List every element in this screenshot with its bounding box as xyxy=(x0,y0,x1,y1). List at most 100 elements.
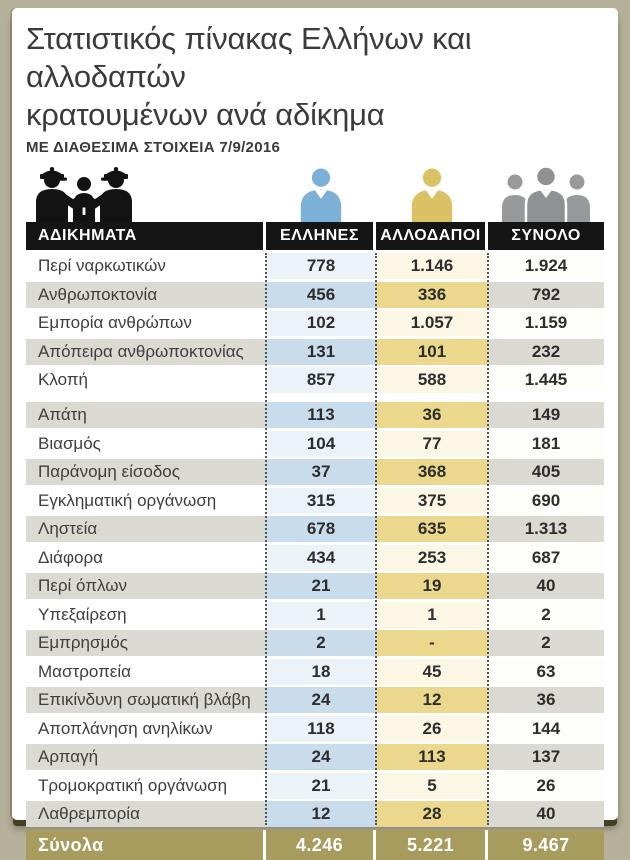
table-row: Κλοπή 857 588 1.445 xyxy=(26,367,604,393)
greeks-value: 315 xyxy=(266,487,376,514)
crime-label: Υπεξαίρεση xyxy=(38,604,127,624)
header-total: ΣΥΝΟΛΟ xyxy=(488,222,604,250)
totals-foreigners: 5.221 xyxy=(376,829,488,860)
table-row: Εμπρησμός 2 - 2 xyxy=(26,630,604,656)
column-divider xyxy=(487,253,489,825)
greeks-value: 24 xyxy=(266,744,376,770)
foreigners-value: 1.057 xyxy=(376,310,488,336)
crime-label: Αποπλάνηση ανηλίκων xyxy=(38,718,213,738)
foreigners-value: 26 xyxy=(376,715,488,742)
foreigners-value: 635 xyxy=(376,516,488,542)
totals-total: 9.467 xyxy=(488,829,604,860)
foreigners-value: 588 xyxy=(376,367,488,393)
infographic-panel: Στατιστικός πίνακας Ελλήνων και αλλοδαπώ… xyxy=(12,8,618,860)
greeks-value: 118 xyxy=(266,715,376,742)
greeks-value: 24 xyxy=(266,687,376,713)
foreign-person-icon xyxy=(376,166,488,222)
table-header-row: ΑΔΙΚΗΜΑΤΑ ΕΛΛΗΝΕΣ ΑΛΛΟΔΑΠΟΙ ΣΥΝΟΛΟ xyxy=(26,222,604,250)
crime-label: Εμπορία ανθρώπων xyxy=(38,313,192,332)
foreigners-value: 253 xyxy=(376,544,488,571)
greeks-value: 678 xyxy=(266,516,376,542)
table-row: Περί ναρκωτικών 778 1.146 1.924 xyxy=(26,253,604,279)
greeks-value: 857 xyxy=(266,367,376,393)
foreigners-value: 12 xyxy=(376,687,488,713)
foreigners-value: 77 xyxy=(376,430,488,457)
foreigners-value: 19 xyxy=(376,573,488,599)
greeks-value: 37 xyxy=(266,459,376,485)
table-row: Ανθρωποκτονία 456 336 792 xyxy=(26,281,604,308)
total-value: 2 xyxy=(488,630,604,656)
greeks-value: 12 xyxy=(266,801,376,827)
crime-label: Εγκληματική οργάνωση xyxy=(38,490,217,510)
total-value: 137 xyxy=(488,744,604,770)
table-row: Απάτη 113 36 149 xyxy=(26,402,604,428)
total-value: 1.313 xyxy=(488,516,604,542)
foreigners-value: 1.146 xyxy=(376,253,488,279)
crime-label: Εμπρησμός xyxy=(26,630,266,656)
icons-row xyxy=(26,166,604,222)
total-value: 1.159 xyxy=(488,310,604,336)
foreigners-value: 5 xyxy=(376,772,488,799)
crime-label: Ληστεία xyxy=(26,516,266,542)
totals-greeks: 4.246 xyxy=(266,829,376,860)
crime-label: Μαστροπεία xyxy=(38,661,131,681)
crime-label: Απάτη xyxy=(26,402,266,428)
greek-person-icon xyxy=(266,166,376,222)
total-value: 40 xyxy=(488,573,604,599)
table-row: Απόπειρα ανθρωποκτονίας 131 101 232 xyxy=(26,338,604,365)
subtitle: ΜΕ ΔΙΑΘΕΣΙΜΑ ΣΤΟΙΧΕΙΑ 7/9/2016 xyxy=(26,139,281,156)
foreigners-value: 28 xyxy=(376,801,488,827)
greeks-value: 434 xyxy=(266,544,376,571)
total-value: 690 xyxy=(488,487,604,514)
crime-label: Ανθρωποκτονία xyxy=(26,281,266,308)
foreigners-value: 336 xyxy=(376,281,488,308)
table-row: Τρομοκρατική οργάνωση 21 5 26 xyxy=(26,772,604,799)
table-rows: Περί ναρκωτικών 778 1.146 1.924 Ανθρωποκ… xyxy=(26,253,604,827)
total-value: 181 xyxy=(488,430,604,457)
total-value: 144 xyxy=(488,715,604,742)
table-row: Λαθρεμπορία 12 28 40 xyxy=(26,801,604,827)
greeks-value: 21 xyxy=(266,573,376,599)
table-footer-row: Σύνολα 4.246 5.221 9.467 xyxy=(26,829,604,860)
table-row: Εμπορία ανθρώπων 102 1.057 1.159 xyxy=(26,310,604,336)
page-title: Στατιστικός πίνακας Ελλήνων και αλλοδαπώ… xyxy=(26,20,604,134)
column-divider xyxy=(265,253,267,825)
police-arrest-icon xyxy=(26,166,266,222)
foreigners-value: 45 xyxy=(376,658,488,685)
total-value: 36 xyxy=(488,687,604,713)
table-row: Ληστεία 678 635 1.313 xyxy=(26,516,604,542)
totals-label: Σύνολα xyxy=(26,829,266,860)
greeks-value: 102 xyxy=(266,310,376,336)
greeks-value: 131 xyxy=(266,338,376,365)
total-value: 149 xyxy=(488,402,604,428)
total-value: 792 xyxy=(488,281,604,308)
crime-label: Τρομοκρατική οργάνωση xyxy=(38,775,228,795)
header-greeks: ΕΛΛΗΝΕΣ xyxy=(266,222,376,250)
title-line-1: Στατιστικός πίνακας Ελλήνων και αλλοδαπώ… xyxy=(26,21,472,94)
column-divider xyxy=(375,253,377,825)
crime-label: Αρπαγή xyxy=(26,744,266,770)
table-row: Μαστροπεία 18 45 63 xyxy=(26,658,604,685)
table-row: Εγκληματική οργάνωση 315 375 690 xyxy=(26,487,604,514)
total-value: 26 xyxy=(488,772,604,799)
table-row: Περί όπλων 21 19 40 xyxy=(26,573,604,599)
greeks-value: 2 xyxy=(266,630,376,656)
foreigners-value: 113 xyxy=(376,744,488,770)
total-value: 1.924 xyxy=(488,253,604,279)
table-body: Περί ναρκωτικών 778 1.146 1.924 Ανθρωποκ… xyxy=(26,253,604,827)
crime-label: Κλοπή xyxy=(38,370,88,389)
total-value: 687 xyxy=(488,544,604,571)
crime-label: Παράνομη είσοδος xyxy=(26,459,266,485)
foreigners-value: 1 xyxy=(376,601,488,628)
greeks-value: 18 xyxy=(266,658,376,685)
table-row: Διάφορα 434 253 687 xyxy=(26,544,604,571)
foreigners-value: 36 xyxy=(376,402,488,428)
header-foreigners: ΑΛΛΟΔΑΠΟΙ xyxy=(376,222,488,250)
greeks-value: 1 xyxy=(266,601,376,628)
foreigners-value: 368 xyxy=(376,459,488,485)
table-row: Υπεξαίρεση 1 1 2 xyxy=(26,601,604,628)
table-row: Βιασμός 104 77 181 xyxy=(26,430,604,457)
total-value: 1.445 xyxy=(488,367,604,393)
crime-label: Λαθρεμπορία xyxy=(26,801,266,827)
foreigners-value: - xyxy=(376,630,488,656)
